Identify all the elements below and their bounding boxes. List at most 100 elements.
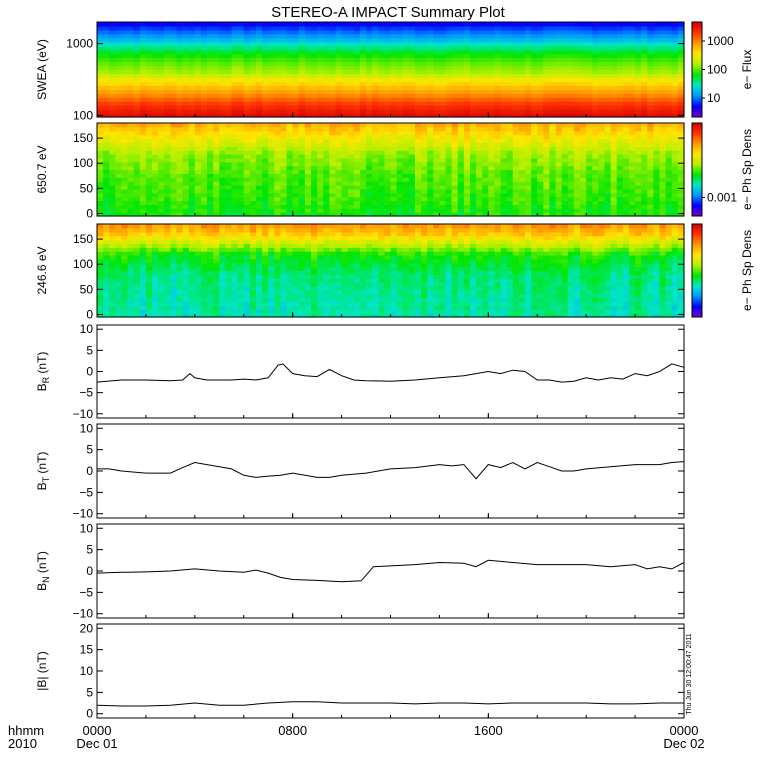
heatmap-cell	[127, 212, 135, 217]
heatmap-cell	[262, 33, 269, 39]
heatmap-cell	[488, 65, 496, 71]
heatmap-cell	[182, 101, 190, 106]
heatmap-cell	[427, 69, 434, 75]
heatmap-cell	[469, 101, 477, 106]
heatmap-cell	[219, 161, 226, 167]
heatmap-cell	[164, 200, 171, 205]
heatmap-cell	[628, 89, 636, 94]
heatmap-cell	[139, 212, 147, 217]
heatmap-cell	[121, 227, 129, 233]
heatmap-cell	[586, 53, 593, 59]
heatmap-cell	[145, 33, 153, 39]
heatmap-cell	[194, 22, 202, 27]
heatmap-cell	[451, 200, 459, 205]
heatmap-cell	[97, 266, 104, 272]
heatmap-cell	[323, 85, 330, 90]
heatmap-cell	[347, 123, 355, 128]
heatmap-cell	[616, 97, 624, 102]
heatmap-cell	[439, 169, 447, 174]
heatmap-cell	[366, 150, 373, 155]
heatmap-cell	[427, 188, 434, 194]
heatmap-cell	[408, 169, 416, 174]
heatmap-cell	[366, 61, 373, 67]
heatmap-cell	[439, 142, 447, 147]
heatmap-cell	[671, 85, 679, 90]
heatmap-cell	[158, 130, 165, 136]
heatmap-cell	[512, 212, 520, 217]
heatmap-cell	[671, 212, 679, 217]
heatmap-cell	[592, 181, 599, 186]
heatmap-cell	[408, 53, 416, 59]
heatmap-cell	[500, 208, 508, 213]
heatmap-cell	[121, 49, 129, 55]
heatmap-cell	[133, 161, 141, 167]
heatmap-cell	[133, 239, 141, 244]
heatmap-cell	[97, 161, 104, 167]
heatmap-cell	[604, 212, 612, 217]
heatmap-cell	[677, 77, 685, 82]
heatmap-cell	[488, 196, 496, 202]
heatmap-cell	[665, 161, 673, 167]
heatmap-cell	[653, 134, 661, 140]
heatmap-cell	[176, 181, 184, 186]
heatmap-cell	[323, 61, 330, 67]
heatmap-cell	[158, 286, 165, 291]
heatmap-cell	[268, 65, 275, 71]
heatmap-cell	[298, 109, 306, 114]
heatmap-cell	[622, 41, 630, 47]
heatmap-cell	[384, 134, 392, 140]
heatmap-cell	[653, 130, 661, 136]
heatmap-cell	[176, 161, 184, 167]
heatmap-cell	[286, 93, 294, 98]
heatmap-cell	[604, 138, 612, 143]
heatmap-cell	[378, 41, 385, 47]
heatmap-cell	[531, 208, 538, 213]
heatmap-cell	[262, 150, 269, 155]
heatmap-cell	[115, 41, 123, 47]
heatmap-cell	[170, 165, 178, 171]
heatmap-cell	[182, 177, 190, 182]
heatmap-cell	[506, 181, 514, 186]
heatmap-cell	[402, 134, 410, 140]
heatmap-cell	[665, 85, 673, 90]
heatmap-cell	[170, 123, 178, 128]
heatmap-cell	[463, 154, 471, 159]
heatmap-cell	[359, 150, 367, 155]
heatmap-cell	[219, 41, 226, 47]
heatmap-cell	[659, 196, 667, 202]
heatmap-cell	[573, 97, 581, 102]
heatmap-cell	[170, 97, 178, 102]
heatmap-cell	[225, 192, 233, 198]
heatmap-cell	[665, 123, 673, 128]
heatmap-cell	[188, 142, 196, 147]
heatmap-cell	[384, 25, 392, 31]
heatmap-cell	[366, 169, 373, 174]
heatmap-cell	[622, 165, 630, 171]
heatmap-cell	[433, 188, 441, 194]
heatmap-cell	[329, 134, 337, 140]
heatmap-cell	[182, 208, 190, 213]
heatmap-cell	[537, 93, 544, 98]
heatmap-cell	[677, 200, 685, 205]
heatmap-cell	[592, 138, 599, 143]
heatmap-cell	[641, 65, 648, 71]
heatmap-cell	[451, 130, 459, 136]
heatmap-cell	[555, 204, 563, 209]
heatmap-cell	[152, 93, 159, 98]
heatmap-cell	[145, 45, 153, 51]
heatmap-cell	[298, 65, 306, 71]
heatmap-cell	[329, 126, 337, 132]
heatmap-cell	[573, 49, 581, 55]
heatmap-cell	[323, 204, 330, 209]
heatmap-cell	[145, 157, 153, 163]
heatmap-cell	[366, 45, 373, 51]
heatmap-cell	[353, 157, 361, 163]
heatmap-cell	[329, 138, 337, 143]
heatmap-cell	[231, 161, 239, 167]
heatmap-cell	[506, 200, 514, 205]
heatmap-cell	[457, 154, 465, 159]
heatmap-cell	[476, 212, 483, 217]
heatmap-cell	[469, 25, 477, 31]
heatmap-cell	[592, 161, 599, 167]
heatmap-cell	[372, 157, 379, 163]
